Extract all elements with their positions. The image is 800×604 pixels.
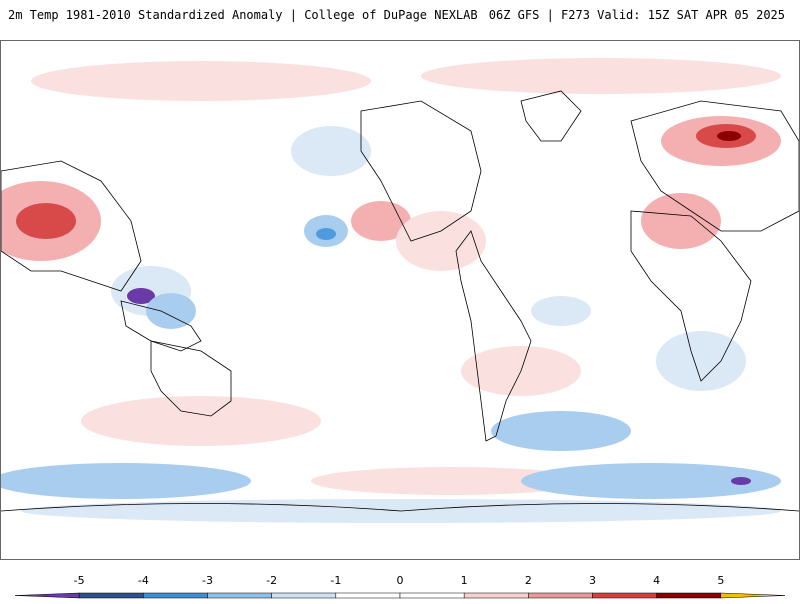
legend-tick-label: 3 — [589, 574, 596, 587]
legend-swatch — [720, 592, 786, 599]
color-legend — [0, 570, 800, 600]
legend-tick-label: -4 — [137, 574, 149, 587]
legend-tick-label: 0 — [396, 574, 404, 587]
legend-tick-label: -5 — [73, 574, 85, 587]
legend-tick-label: -3 — [202, 574, 213, 587]
legend-swatch — [463, 592, 529, 599]
legend-swatch — [399, 592, 465, 599]
anomaly-map[interactable] — [0, 40, 800, 560]
color-legend-bar — [14, 592, 786, 599]
legend-swatch — [656, 592, 722, 599]
legend-tick-label: -2 — [266, 574, 278, 587]
legend-tick-label: -1 — [330, 574, 342, 587]
legend-tick-label: 2 — [524, 574, 532, 587]
map-title: 2m Temp 1981-2010 Standardized Anomaly |… — [8, 8, 478, 22]
legend-tick-label: 5 — [717, 574, 725, 587]
legend-tick-label: 1 — [460, 574, 468, 587]
land-outlines — [1, 90, 799, 512]
legend-swatch — [592, 592, 657, 599]
anomaly-shading — [1, 58, 781, 523]
legend-swatch — [14, 592, 80, 599]
legend-swatch — [78, 592, 144, 599]
map-canvas — [1, 58, 799, 523]
legend-swatch — [528, 592, 593, 599]
legend-swatch — [143, 592, 208, 599]
header: 2m Temp 1981-2010 Standardized Anomaly |… — [0, 0, 800, 36]
legend-swatch — [271, 592, 337, 599]
legend-swatch — [335, 592, 401, 599]
run-info: 06Z GFS | F273 Valid: 15Z SAT APR 05 202… — [488, 8, 785, 22]
legend-tick-label: 4 — [653, 574, 661, 587]
legend-swatch — [207, 592, 272, 599]
